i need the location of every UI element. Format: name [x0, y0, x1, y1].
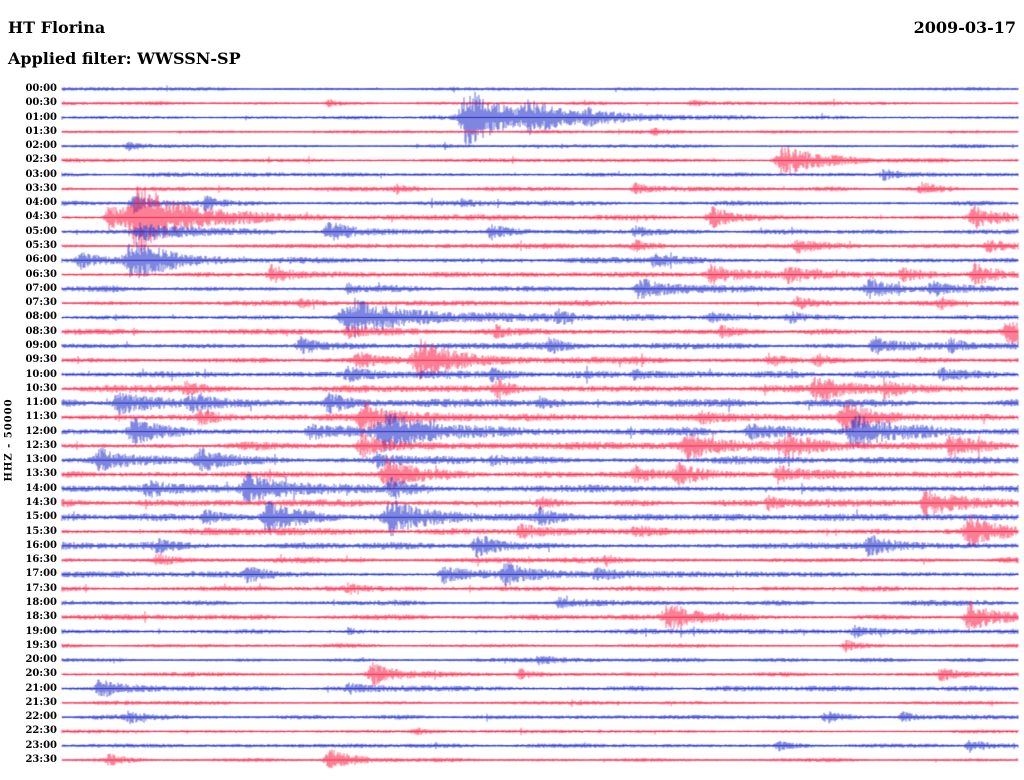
time-label: 18:00: [25, 596, 57, 608]
time-label: 06:30: [25, 268, 57, 280]
time-label: 15:30: [25, 525, 57, 537]
time-label: 10:30: [25, 382, 57, 394]
time-label: 02:30: [25, 154, 57, 166]
time-label: 13:30: [25, 468, 57, 480]
time-label: 16:30: [25, 554, 57, 566]
time-label: 08:00: [25, 311, 57, 323]
time-label: 05:00: [25, 225, 57, 237]
time-label: 08:30: [25, 325, 57, 337]
time-label: 01:30: [25, 125, 57, 137]
time-label: 00:00: [25, 83, 57, 94]
time-label: 11:30: [25, 411, 57, 423]
time-label: 10:00: [25, 368, 57, 380]
time-label: 14:00: [25, 482, 57, 494]
time-label: 21:00: [25, 682, 57, 694]
time-label: 03:30: [25, 182, 57, 194]
time-label: 18:30: [25, 611, 57, 623]
time-label: 15:00: [25, 511, 57, 523]
time-label: 11:00: [25, 397, 57, 409]
time-label: 20:30: [25, 668, 57, 680]
time-label: 16:00: [25, 539, 57, 551]
time-label: 07:00: [25, 282, 57, 294]
time-label: 17:30: [25, 582, 57, 594]
time-label: 23:30: [25, 754, 57, 765]
time-label: 14:30: [25, 497, 57, 509]
time-label: 12:30: [25, 439, 57, 451]
time-label: 20:00: [25, 654, 57, 666]
time-label: 05:30: [25, 240, 57, 252]
time-label: 23:00: [25, 739, 57, 751]
time-label: 22:00: [25, 711, 57, 723]
time-label: 06:00: [25, 254, 57, 266]
time-label: 13:00: [25, 454, 57, 466]
time-label: 09:30: [25, 354, 57, 366]
time-label: 21:30: [25, 696, 57, 708]
time-label: 22:30: [25, 725, 57, 737]
time-label: 07:30: [25, 297, 57, 309]
time-label: 01:00: [25, 111, 57, 123]
time-label: 00:30: [25, 97, 57, 109]
time-label: 09:00: [25, 339, 57, 351]
time-label: 04:00: [25, 197, 57, 209]
time-label: 03:00: [25, 168, 57, 180]
time-label: 12:00: [25, 425, 57, 437]
time-label: 17:00: [25, 568, 57, 580]
time-label: 02:00: [25, 140, 57, 152]
time-label: 19:00: [25, 625, 57, 637]
time-label: 19:30: [25, 639, 57, 651]
time-label: 04:30: [25, 211, 57, 223]
